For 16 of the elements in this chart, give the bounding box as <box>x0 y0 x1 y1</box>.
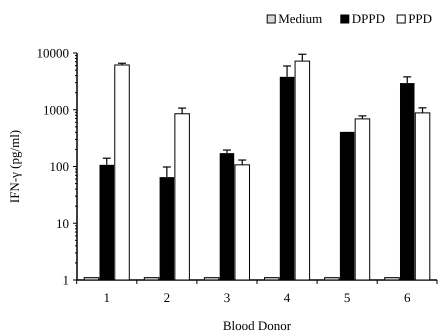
x-tick-label: 2 <box>164 290 170 305</box>
y-axis-title: IFN-γ (pg/ml) <box>7 130 22 204</box>
y-tick-label: 1 <box>62 272 69 288</box>
x-tick-label: 6 <box>404 290 411 305</box>
legend-label: Medium <box>278 11 322 26</box>
y-tick-label: 100 <box>50 159 69 174</box>
legend-label: DPPD <box>352 11 386 26</box>
x-tick-label: 1 <box>104 290 110 305</box>
legend-label: PPD <box>408 11 432 26</box>
x-tick-label: 5 <box>344 290 350 305</box>
y-tick-label: 10 <box>56 216 69 231</box>
y-tick-label: 10000 <box>36 46 69 61</box>
x-axis-title: Blood Donor <box>222 318 292 333</box>
x-tick-label: 4 <box>284 290 291 305</box>
x-tick-label: 3 <box>224 290 230 305</box>
y-tick-label: 1000 <box>43 102 69 118</box>
